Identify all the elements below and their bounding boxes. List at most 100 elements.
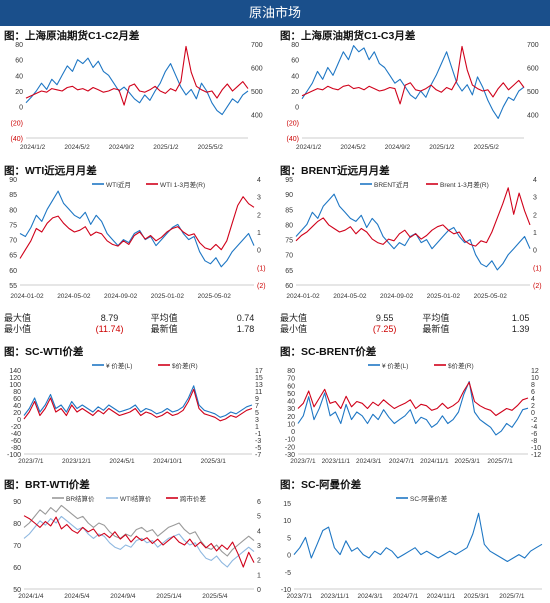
stat-max-value: 8.79 [100,313,119,323]
right-tick-label: 500 [527,89,539,96]
right-tick-label: 0 [257,248,261,255]
left-tick-label: 0 [287,553,291,560]
right-tick-label: 13 [255,382,263,389]
x-tick-label: 2025-01-02 [427,293,461,300]
left-tick-label: -40 [11,431,21,438]
chart-sc-wti: 140 120 100 80 60 40 20 0 -20 -40 -60 -80 -100 17 15 13… [0,356,272,466]
left-tick-label: 80 [285,222,293,229]
left-tick-label: 50 [287,391,295,398]
left-tick-label: -100 [7,452,21,459]
chart-svg: 90 80 70 60 50 6 5 4 3 2 1 0 2024/1/4 2024/5/4 2024/9/… [13,494,261,600]
x-tick-label: 2024/9/2 [385,144,411,151]
series-line [293,512,543,563]
left-tick-label: 0 [291,429,295,436]
x-tick-label: 2024/10/1 [153,458,182,465]
right-tick-label: 15 [255,375,263,382]
series-line [23,388,253,422]
x-tick-label: 2024/5/1 [109,458,135,465]
right-tick-label: -6 [531,431,537,438]
left-tick-label: 95 [285,177,293,184]
right-tick-label: 3 [257,195,261,202]
x-tick-label: 2025/7/1 [487,458,513,465]
right-tick-label: 700 [251,42,263,49]
right-tick-label: -2 [531,417,537,424]
x-tick-label: 2024/5/2 [64,144,90,151]
right-tick-label: 6 [257,499,261,506]
x-tick-label: 2024/11/1 [427,593,456,600]
left-tick-label: 20 [15,89,23,96]
x-tick-label: 2024/1/4 [18,593,44,600]
legend-label: 跨市价差 [180,494,207,503]
x-tick-label: 2024/3/1 [358,593,384,600]
series-line [295,187,531,247]
chart-sc-oman: 15 10 5 0 -5 -10 2023/7/1 2023/11/1 2024/3/1 2024… [276,489,548,601]
stat-max-value: 9.55 [375,313,394,323]
left-tick-label: 60 [13,396,21,403]
x-tick-label: 2023/12/1 [62,458,91,465]
legend-label: WTI结算价 [120,494,152,503]
panel-title-sc-c1c2: 图：上海原油期货C1-C2月差 [4,30,140,42]
x-tick-label: 2024/1/2 [296,144,322,151]
stats-row: 最小值 (11.74) 最新值 1.78 [0,324,272,335]
right-tick-label: -12 [531,452,541,459]
x-tick-label: 2023/7/1 [287,593,313,600]
panel-title-brent-spread: 图：BRENT近远月月差 [280,165,390,177]
left-tick-label: (20) [287,120,299,127]
stat-avg-value: 1.05 [511,313,530,323]
stat-min-label: 最小值 [4,324,32,334]
left-tick-label: 50 [13,587,21,594]
series-line [295,193,531,271]
right-tick-label: 0 [533,248,537,255]
left-tick-label: 90 [9,177,17,184]
left-tick-label: 60 [285,283,293,290]
series-line [23,385,253,418]
legend-label: ¥ 价差(L) [382,361,408,370]
x-tick-label: 2024-01-02 [286,293,320,300]
left-tick-label: 65 [9,253,17,260]
right-tick-label: 11 [255,389,262,396]
panel-title-sc-oman: 图：SC-阿曼价差 [280,479,362,491]
right-tick-label: 7 [255,403,259,410]
left-tick-label: 85 [9,192,17,199]
left-tick-label: 75 [285,238,293,245]
left-tick-label: 80 [15,42,23,49]
x-tick-label: 2024/11/1 [420,458,449,465]
right-tick-label: 1 [255,424,259,431]
right-tick-label: 4 [533,177,537,184]
left-tick-label: -30 [285,452,295,459]
right-tick-label: 0 [531,410,535,417]
chart-svg: 95 90 85 80 75 70 65 60 4 3 2 1 0 (1) (2) 2024-01-02 202… [285,177,542,300]
x-tick-label: 2024-01-02 [10,293,44,300]
stat-min-value: (7.25) [372,324,397,334]
left-tick-label: 120 [9,375,21,382]
stat-last-label: 最新值 [150,324,178,334]
x-tick-label: 2024/7/1 [393,593,419,600]
x-tick-label: 2024/5/4 [64,593,90,600]
left-tick-label: -80 [11,445,21,452]
left-tick-label: 90 [285,192,293,199]
left-tick-label: 90 [13,499,21,506]
x-tick-label: 2025/5/2 [474,144,500,151]
left-tick-label: -60 [11,438,21,445]
right-tick-label: -10 [531,445,541,452]
x-tick-label: 2024/1/2 [20,144,46,151]
x-tick-label: 2024/7/1 [389,458,415,465]
right-tick-label: 400 [251,113,263,120]
left-tick-label: 20 [13,410,21,417]
stats-row: 最小值 (7.25) 最新值 1.39 [276,324,548,335]
right-tick-label: -4 [531,424,537,431]
left-tick-label: 10 [287,421,295,428]
chart-sc-brent: 80 70 60 50 40 30 20 10 0 -10 -20 -30 12 10 8 6 4 2 0 -2 -4-… [276,356,548,466]
left-tick-label: 40 [287,399,295,406]
stat-min-label: 最小值 [280,324,308,334]
right-tick-label: (2) [257,283,266,290]
chart-wti-spread: 90 85 80 75 70 65 60 55 4 3 2 1 0 (1) (2) 2024-01-02 202… [0,175,272,301]
right-tick-label: (2) [533,283,542,290]
right-tick-label: 2 [257,212,261,219]
left-tick-label: 80 [9,207,17,214]
stat-avg-value: 0.74 [236,313,255,323]
left-tick-label: 20 [291,89,299,96]
series-line [25,57,249,116]
chart-svg: 140120100806040200-20-40-60-80-100171513… [7,361,263,465]
